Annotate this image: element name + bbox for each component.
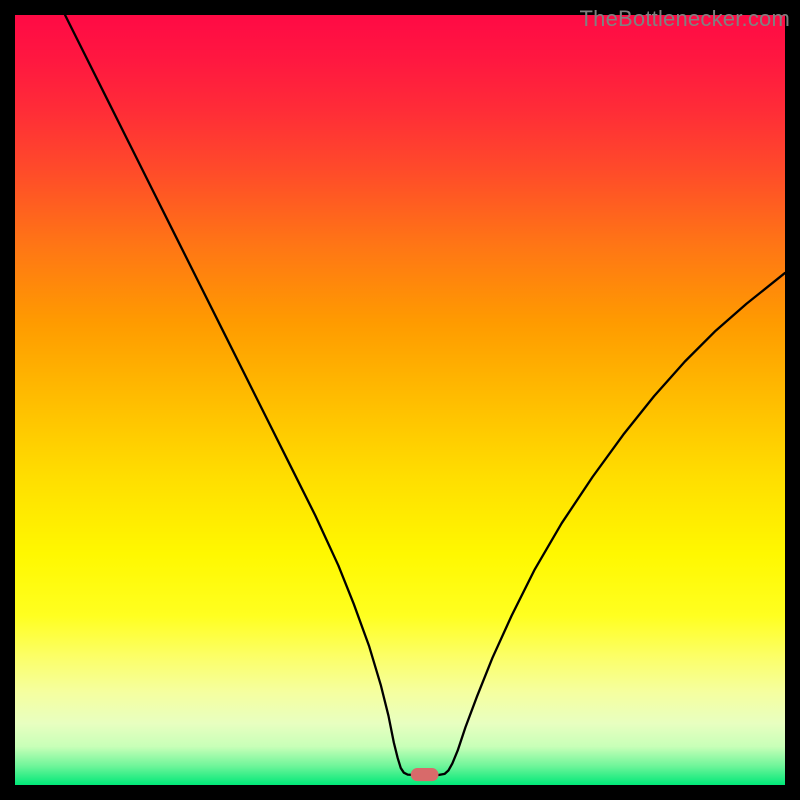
chart-container: TheBottlenecker.com (0, 0, 800, 800)
watermark-text: TheBottlenecker.com (580, 6, 790, 32)
bottleneck-chart (0, 0, 800, 800)
plot-background (15, 15, 785, 785)
optimal-point-marker (411, 768, 439, 781)
